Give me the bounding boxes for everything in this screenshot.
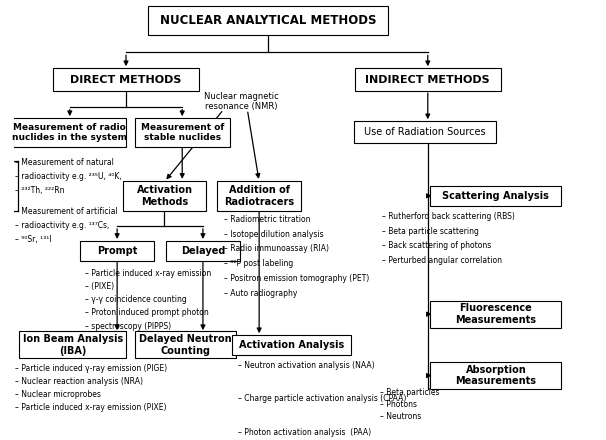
Text: Nuclear magnetic
resonance (NMR): Nuclear magnetic resonance (NMR) (204, 92, 279, 111)
FancyBboxPatch shape (80, 241, 155, 260)
FancyBboxPatch shape (232, 335, 351, 355)
Text: – Positron emission tomography (PET): – Positron emission tomography (PET) (224, 274, 369, 283)
Text: – Charge particle activation analysis (CPAA): – Charge particle activation analysis (C… (238, 394, 407, 403)
Text: – Measurement of natural: – Measurement of natural (15, 158, 114, 167)
Text: – (PIXE): – (PIXE) (85, 282, 114, 291)
Text: – Beta particle scattering: – Beta particle scattering (382, 227, 479, 236)
Text: Fluorescence
Measurements: Fluorescence Measurements (455, 303, 536, 325)
Text: – Beta particles: – Beta particles (381, 388, 440, 397)
Text: – Nuclear reaction analysis (NRA): – Nuclear reaction analysis (NRA) (15, 377, 144, 386)
FancyBboxPatch shape (430, 362, 561, 389)
Text: Use of Radiation Sources: Use of Radiation Sources (364, 127, 485, 137)
Text: DIRECT METHODS: DIRECT METHODS (70, 75, 182, 84)
FancyBboxPatch shape (13, 118, 126, 147)
Text: INDIRECT METHODS: INDIRECT METHODS (365, 75, 490, 84)
Text: – ³²P post labeling: – ³²P post labeling (224, 259, 293, 268)
Text: – ²³²Th, ²²²Rn: – ²³²Th, ²²²Rn (15, 186, 65, 195)
Text: – radioactivity e.g. ¹³⁷Cs,: – radioactivity e.g. ¹³⁷Cs, (15, 221, 110, 230)
FancyBboxPatch shape (53, 68, 199, 92)
Text: – Isotope dilution analysis: – Isotope dilution analysis (224, 230, 323, 238)
Text: – Radiometric titration: – Radiometric titration (224, 215, 310, 224)
Text: – spectroscopy (PIPPS): – spectroscopy (PIPPS) (85, 322, 171, 330)
Text: Measurement of
stable nuclides: Measurement of stable nuclides (141, 122, 224, 142)
Text: – Particle induced x-ray emission: – Particle induced x-ray emission (85, 269, 211, 278)
Text: – Back scattering of photons: – Back scattering of photons (382, 242, 491, 250)
FancyBboxPatch shape (135, 118, 230, 147)
Text: – γ-γ coincidence counting: – γ-γ coincidence counting (85, 295, 186, 304)
Text: Activation Analysis: Activation Analysis (239, 340, 344, 350)
Text: Measurement of radio
nuclides in the system: Measurement of radio nuclides in the sys… (12, 122, 127, 142)
Text: – Neutron activation analysis (NAA): – Neutron activation analysis (NAA) (238, 361, 375, 370)
Text: – Neutrons: – Neutrons (381, 412, 422, 422)
Text: – Proton induced prompt photon: – Proton induced prompt photon (85, 308, 208, 318)
Text: – Measurement of artificial: – Measurement of artificial (15, 207, 118, 216)
FancyBboxPatch shape (165, 241, 240, 260)
Text: NUCLEAR ANALYTICAL METHODS: NUCLEAR ANALYTICAL METHODS (160, 14, 376, 27)
FancyBboxPatch shape (148, 6, 388, 35)
Text: – Particle induced x-ray emission (PIXE): – Particle induced x-ray emission (PIXE) (15, 403, 167, 412)
Text: Delayed Neutron
Counting: Delayed Neutron Counting (139, 334, 231, 356)
FancyBboxPatch shape (355, 68, 501, 92)
Text: – Radio immunoassay (RIA): – Radio immunoassay (RIA) (224, 245, 328, 253)
Text: – Nuclear microprobes: – Nuclear microprobes (15, 390, 101, 399)
Text: Activation
Methods: Activation Methods (136, 185, 193, 207)
Text: Prompt: Prompt (97, 246, 138, 256)
Text: – ⁹⁰Sr, ¹³¹I: – ⁹⁰Sr, ¹³¹I (15, 235, 52, 244)
FancyBboxPatch shape (430, 301, 561, 327)
FancyBboxPatch shape (430, 186, 561, 206)
Text: Delayed: Delayed (181, 246, 225, 256)
Text: – Photon activation analysis  (PAA): – Photon activation analysis (PAA) (238, 428, 371, 437)
Text: Absorption
Measurements: Absorption Measurements (455, 365, 536, 386)
Text: – Auto radiography: – Auto radiography (224, 289, 297, 298)
Text: Addition of
Radiotracers: Addition of Radiotracers (224, 185, 294, 207)
FancyBboxPatch shape (218, 181, 301, 211)
FancyBboxPatch shape (19, 331, 126, 358)
FancyBboxPatch shape (123, 181, 206, 211)
Text: – Photons: – Photons (381, 400, 418, 409)
Text: – Perturbed angular correlation: – Perturbed angular correlation (382, 256, 502, 265)
Text: Ion Beam Analysis
(IBA): Ion Beam Analysis (IBA) (22, 334, 123, 356)
Text: Scattering Analysis: Scattering Analysis (442, 191, 549, 201)
FancyBboxPatch shape (353, 121, 496, 143)
Text: – Particle induced γ-ray emission (PIGE): – Particle induced γ-ray emission (PIGE) (15, 364, 167, 373)
FancyBboxPatch shape (135, 331, 236, 358)
Text: – radioactivity e.g. ²³⁵U, ⁴⁰K,: – radioactivity e.g. ²³⁵U, ⁴⁰K, (15, 172, 122, 181)
Text: – Rutherford back scattering (RBS): – Rutherford back scattering (RBS) (382, 213, 515, 221)
